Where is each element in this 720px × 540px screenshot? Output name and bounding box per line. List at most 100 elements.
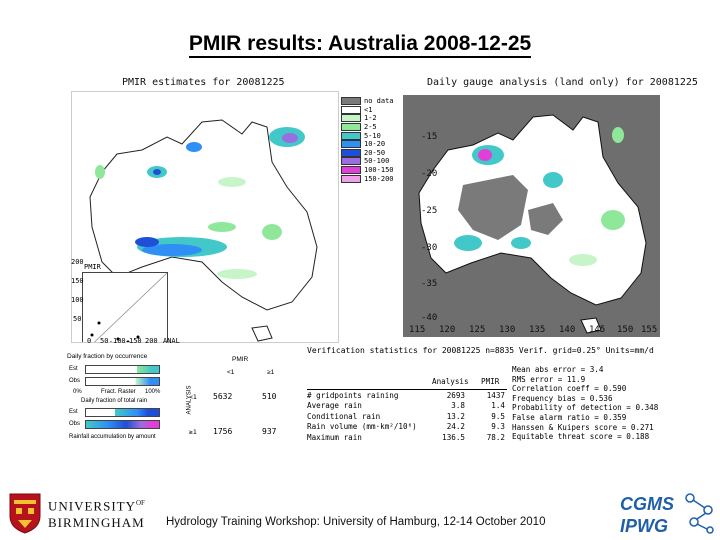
cgms-ipwg-logo: CGMS IPWG <box>620 493 714 536</box>
score-line: RMS error = 11.9 <box>512 374 586 384</box>
ipwg-logo-text: IPWG <box>620 516 668 536</box>
occurrence-est-bar <box>85 365 160 374</box>
legend-label: 5-10 <box>364 131 381 140</box>
right-map-title: Daily gauge analysis (land only) for 200… <box>427 77 698 88</box>
university-logo: UNIVERSITYOF BIRMINGHAM <box>8 492 145 534</box>
legend-swatch <box>341 105 361 114</box>
legend-item: 100-150 <box>341 166 403 175</box>
lon-tick: 150 <box>617 325 634 335</box>
contingency-cell: 937 <box>262 427 277 436</box>
lon-tick: 120 <box>439 325 456 335</box>
stats-cell: 136.5 <box>442 432 465 442</box>
legend-item: 150-200 <box>341 174 403 183</box>
legend-label: 20-50 <box>364 148 386 157</box>
legend-item: 1-2 <box>341 114 403 123</box>
university-crest-icon <box>9 493 41 534</box>
contingency-row-header: ≥1 <box>189 428 197 436</box>
scatter-xtick: 150 <box>129 337 142 345</box>
contingency-col-header: <1 <box>227 369 235 376</box>
rain-legend: no data <1 1-2 2-5 5-10 10-20 20-50 50-100 100-1… <box>341 97 403 183</box>
legend-item: <1 <box>341 105 403 115</box>
left-map-title: PMIR estimates for 20081225 <box>122 77 285 88</box>
pmir-estimate-map: PMIR <box>71 91 339 343</box>
contingency-row-header: <1 <box>189 393 197 401</box>
legend-item: 50-100 <box>341 157 403 166</box>
verification-title: Verification statistics for 20081225 n=8… <box>307 346 654 355</box>
stats-cell: 9.3 <box>491 422 505 432</box>
stats-cell: 78.2 <box>486 432 505 442</box>
legend-item: no data <box>341 97 403 106</box>
stats-row: Average rain 3.8 1.4 <box>307 401 507 412</box>
score-line: Equitable threat score = 0.188 <box>512 432 650 442</box>
verification-scores: Mean abs error = 3.4 RMS error = 11.9 Corr… <box>512 365 658 442</box>
legend-item: 5-10 <box>341 131 403 140</box>
lat-tick: -20 <box>421 169 438 179</box>
stats-cell: Maximum rain <box>307 432 362 442</box>
scatter-xtick: ANAL <box>163 337 180 345</box>
footer-text: Hydrology Training Workshop: University … <box>166 516 546 528</box>
legend-label: 100-150 <box>364 166 394 175</box>
legend-item: 20-50 <box>341 148 403 158</box>
stats-table: # gridpoints raining 2693 1437 Average rain… <box>307 389 507 443</box>
legend-label: 150-200 <box>364 174 394 183</box>
stats-cell: Conditional rain <box>307 411 381 421</box>
legend-label: 2-5 <box>364 123 377 132</box>
occurrence-obs-bar <box>85 377 160 386</box>
occurrence-pmir-label: PMIR <box>232 356 249 363</box>
scatter-ytick: 100 <box>71 296 84 304</box>
legend-label: <1 <box>364 105 373 114</box>
lon-tick: 140 <box>559 325 576 335</box>
lat-tick: -30 <box>421 243 438 253</box>
score-line: Correlation coeff = 0.590 <box>512 384 627 394</box>
legend-swatch <box>341 131 361 140</box>
scatter-xtick: 100 <box>113 337 126 345</box>
occurrence-est-label: Est <box>69 366 78 372</box>
legend-item: 2-5 <box>341 123 403 132</box>
scatter-ylabel: PMIR <box>84 263 101 271</box>
university-name-line2: BIRMINGHAM <box>48 514 145 530</box>
lon-tick: 155 <box>641 325 658 335</box>
stats-cell: Rain volume (mm·km²/10⁶) <box>307 422 417 432</box>
amount-obs-label: Obs <box>69 421 81 427</box>
legend-swatch <box>341 123 361 132</box>
legend-label: 50-100 <box>364 157 390 166</box>
amount-title: Daily fraction of total rain <box>81 398 148 404</box>
occurrence-obs-label: Obs <box>69 378 81 384</box>
scatter-ytick: 50 <box>73 315 82 323</box>
contingency-col-header: ≥1 <box>267 369 275 376</box>
lon-tick: 130 <box>499 325 516 335</box>
stats-cell: # gridpoints raining <box>307 390 399 400</box>
occurrence-title: Daily fraction by occurrence <box>67 353 148 360</box>
stats-cell: 9.5 <box>491 411 505 421</box>
lon-tick: 125 <box>469 325 486 335</box>
stats-cell: Average rain <box>307 401 362 411</box>
verification-figure: PMIR estimates for 20081225 <box>67 75 698 463</box>
occurrence-scale-min: 0% <box>73 389 82 395</box>
contingency-cell: 5632 <box>213 392 233 401</box>
scatter-xtick: 200 <box>145 337 158 345</box>
score-line: Probability of detection = 0.348 <box>512 403 659 413</box>
scatter-ytick: 150 <box>71 277 84 285</box>
stats-cell: 24.2 <box>446 422 465 432</box>
lon-tick: 115 <box>409 325 426 335</box>
legend-label: no data <box>364 97 394 106</box>
legend-item: 10-20 <box>341 140 403 149</box>
lon-tick: 135 <box>529 325 546 335</box>
stats-col-pmir: PMIR <box>481 377 500 386</box>
lat-tick: -35 <box>421 279 438 289</box>
scatter-xtick: 0 <box>87 337 92 345</box>
stats-cell: 1.4 <box>491 401 505 411</box>
legend-label: 1-2 <box>364 114 377 123</box>
slide-title: PMIR results: Australia 2008-12-25 <box>0 32 720 58</box>
stats-col-analysis: Analysis <box>432 377 469 386</box>
stats-row: # gridpoints raining 2693 1437 <box>307 390 507 401</box>
lat-tick: -15 <box>421 132 438 142</box>
legend-swatch <box>341 174 361 183</box>
stats-cell: 1437 <box>486 390 505 400</box>
score-line: Mean abs error = 3.4 <box>512 365 604 374</box>
legend-swatch <box>341 140 361 149</box>
accumulation-title: Rainfall accumulation by amount <box>69 434 156 440</box>
lat-tick: -40 <box>421 313 438 323</box>
university-name-line1: UNIVERSITY <box>48 498 136 514</box>
scatter-inset: PMIR <box>82 263 168 342</box>
